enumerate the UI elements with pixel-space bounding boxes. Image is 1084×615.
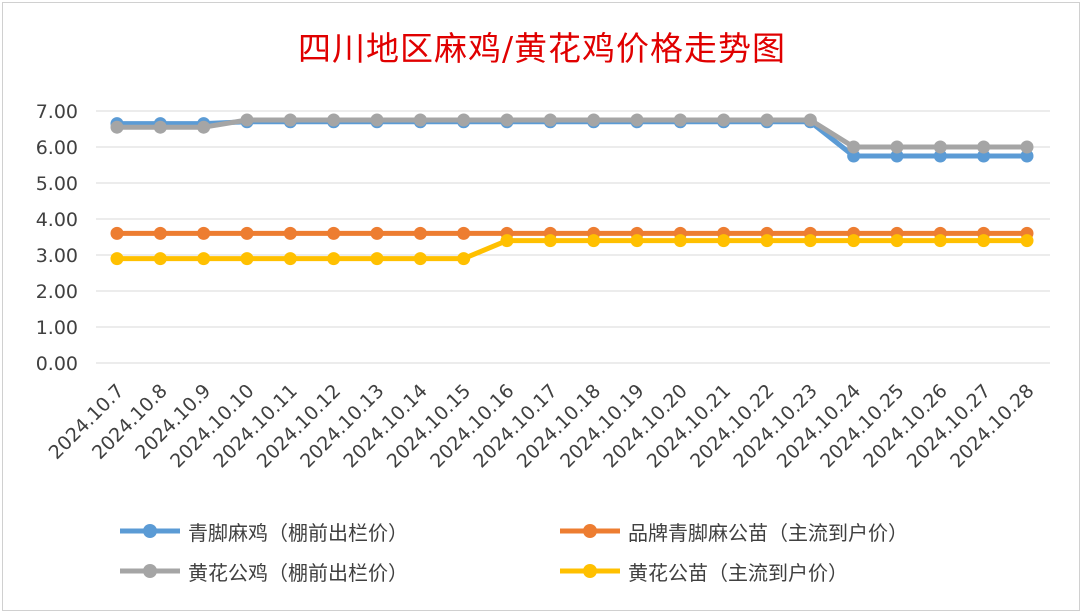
data-point — [977, 149, 991, 163]
series-line — [114, 238, 1030, 262]
data-point — [327, 113, 341, 127]
data-point — [240, 226, 254, 240]
data-point — [457, 226, 471, 240]
data-point — [543, 113, 557, 127]
y-tick-label: 7.00 — [36, 101, 78, 123]
data-point — [933, 234, 947, 248]
data-point — [933, 149, 947, 163]
series-line — [114, 117, 1030, 150]
data-point — [110, 120, 124, 134]
data-point — [327, 252, 341, 266]
y-tick-label: 4.00 — [36, 209, 78, 231]
data-point — [240, 252, 254, 266]
legend-label: 黄花公苗（主流到户价） — [628, 561, 848, 585]
data-point — [673, 113, 687, 127]
data-point — [370, 113, 384, 127]
data-point — [803, 234, 817, 248]
data-point — [500, 113, 514, 127]
data-point — [283, 113, 297, 127]
data-point — [977, 140, 991, 154]
y-tick-label: 6.00 — [36, 137, 78, 159]
data-point — [890, 140, 904, 154]
data-point — [1020, 140, 1034, 154]
data-point — [370, 226, 384, 240]
legend-label: 品牌青脚麻公苗（主流到户价） — [628, 521, 908, 545]
data-point — [153, 120, 167, 134]
data-point — [1020, 234, 1034, 248]
series-line — [114, 119, 1030, 159]
legend-label: 黄花公鸡（棚前出栏价） — [188, 561, 408, 585]
legend-marker — [583, 564, 597, 578]
chart-title: 四川地区麻鸡/黄花鸡价格走势图 — [297, 29, 787, 68]
data-point — [847, 140, 861, 154]
data-point — [630, 113, 644, 127]
data-point — [500, 234, 514, 248]
data-point — [587, 234, 601, 248]
data-point — [413, 226, 427, 240]
data-point — [760, 234, 774, 248]
data-point — [370, 252, 384, 266]
data-point — [760, 113, 774, 127]
data-point — [890, 149, 904, 163]
legend-marker — [143, 524, 157, 538]
y-tick-label: 3.00 — [36, 245, 78, 267]
legend-marker — [143, 564, 157, 578]
data-point — [933, 140, 947, 154]
y-tick-label: 1.00 — [36, 317, 78, 339]
data-point — [543, 234, 557, 248]
data-point — [977, 234, 991, 248]
data-point — [197, 120, 211, 134]
data-point — [673, 234, 687, 248]
data-point — [413, 113, 427, 127]
data-point — [240, 113, 254, 127]
data-point — [110, 226, 124, 240]
data-point — [630, 234, 644, 248]
data-point — [283, 226, 297, 240]
data-point — [283, 252, 297, 266]
data-point — [587, 113, 601, 127]
data-point — [847, 234, 861, 248]
data-point — [457, 113, 471, 127]
y-tick-label: 0.00 — [36, 353, 78, 375]
data-point — [717, 234, 731, 248]
legend-marker — [583, 524, 597, 538]
data-point — [803, 113, 817, 127]
data-point — [197, 226, 211, 240]
data-point — [153, 252, 167, 266]
data-point — [457, 252, 471, 266]
data-point — [110, 252, 124, 266]
data-point — [717, 113, 731, 127]
data-point — [413, 252, 427, 266]
data-point — [197, 252, 211, 266]
legend-label: 青脚麻鸡（棚前出栏价） — [188, 521, 408, 545]
data-point — [890, 234, 904, 248]
y-tick-label: 5.00 — [36, 173, 78, 195]
data-point — [153, 226, 167, 240]
data-point — [1020, 149, 1034, 163]
data-point — [327, 226, 341, 240]
data-point — [847, 149, 861, 163]
y-tick-label: 2.00 — [36, 281, 78, 303]
